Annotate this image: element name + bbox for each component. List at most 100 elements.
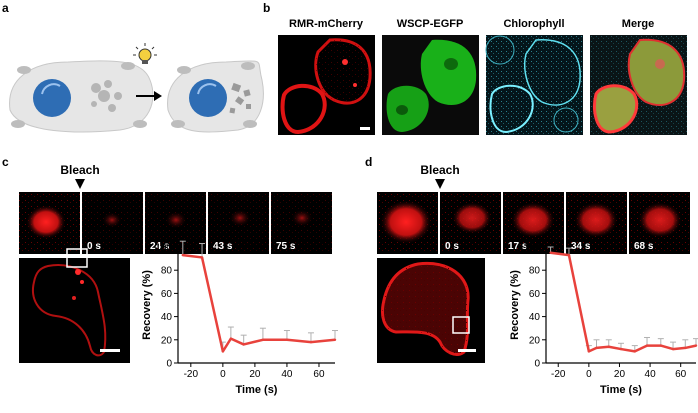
timepoint-label: 17 s	[508, 241, 528, 252]
image-egfp	[382, 35, 479, 135]
data-point	[607, 345, 610, 348]
timepoint-label: 75 s	[276, 241, 296, 252]
x-tick-label: 40	[281, 369, 293, 380]
y-tick-label: 80	[529, 266, 541, 277]
image-merge	[590, 35, 687, 135]
y-tick-label: 100	[523, 243, 540, 254]
data-point	[567, 253, 571, 257]
data-point	[645, 344, 649, 347]
data-point	[549, 251, 552, 254]
x-tick-label: 60	[313, 369, 325, 380]
frap-frame-c-2: 24 s	[145, 192, 206, 254]
bleach-label-d: Bleach	[420, 163, 459, 177]
frap-frame-c-3: 43 s	[208, 192, 269, 254]
frap-frame-d-3: 34 s	[566, 192, 627, 254]
timepoint-label: 68 s	[634, 241, 654, 252]
bleach-label-c: Bleach	[60, 163, 99, 177]
y-tick-label: 40	[161, 312, 173, 323]
data-point	[261, 338, 265, 341]
timepoint-label: 24 s	[150, 241, 170, 252]
roi-box	[452, 316, 470, 334]
y-axis-title: Recovery (%)	[141, 270, 153, 340]
timepoint-label: 0 s	[445, 241, 459, 252]
cell-cartoon-before	[9, 60, 154, 133]
recovery-line	[550, 251, 697, 353]
data-point	[659, 344, 662, 347]
frap-frame-d-2: 17 s	[503, 192, 564, 254]
data-point	[333, 338, 337, 341]
y-tick-label: 40	[529, 312, 541, 323]
frap-frame-d-4: 68 s	[629, 192, 690, 254]
y-axis-title: Recovery (%)	[509, 270, 521, 340]
x-tick-label: 0	[586, 369, 592, 380]
panel-label-c: c	[2, 155, 9, 169]
chloroplast-shape	[133, 120, 147, 128]
recovery-chart-d: 0 20 40 60 80 100 -20 0 20 40 60 Time (s) Recovery (…	[509, 243, 698, 396]
data-point	[694, 344, 698, 347]
scale-bar	[458, 349, 476, 352]
cell-overview-c	[19, 248, 130, 363]
image-mcherry	[278, 35, 375, 135]
x-tick-label: 40	[645, 369, 657, 380]
data-point	[229, 337, 233, 340]
x-tick-label: 0	[220, 369, 226, 380]
x-axis-title: Time (s)	[236, 384, 278, 396]
cell-cartoon-after	[167, 60, 264, 133]
timepoint-label: 0 s	[87, 241, 101, 252]
y-tick-label: 20	[161, 335, 173, 346]
frap-frame-c-4: 75 s	[271, 192, 332, 254]
data-point	[285, 338, 289, 341]
chloroplast-shape	[17, 66, 31, 74]
x-tick-label: -20	[551, 369, 566, 380]
y-tick-label: 60	[161, 289, 173, 300]
y-tick-label: 100	[155, 243, 172, 254]
arrow-right-icon	[136, 91, 162, 101]
y-tick-label: 60	[529, 289, 541, 300]
panel-label-a: a	[2, 1, 9, 15]
data-point	[221, 350, 225, 353]
chloroplast-shape	[11, 120, 25, 128]
chloroplast-shape	[243, 120, 257, 128]
panel-label-d: d	[365, 155, 372, 169]
frap-frame-c-1: 0 s	[82, 192, 143, 254]
nucleus-shape	[189, 79, 227, 117]
data-point	[633, 350, 636, 353]
timepoint-label: 43 s	[213, 241, 233, 252]
cell-overview-d	[377, 258, 485, 363]
data-point	[181, 253, 185, 257]
channel-title-mcherry: RMR-mCherry	[289, 18, 364, 30]
x-tick-label: 60	[675, 369, 687, 380]
recovery-line	[182, 253, 336, 353]
frap-frame-d-1: 0 s	[440, 192, 501, 254]
data-point	[671, 347, 675, 351]
x-tick-label: 20	[249, 369, 261, 380]
y-tick-label: 20	[529, 335, 541, 346]
frap-prebleach-c	[19, 192, 80, 254]
bleach-arrow-c	[75, 179, 85, 189]
recovery-chart-c: 0 20 40 60 80 100 -20 0 20 40 60 Time (s) Recovery (…	[141, 240, 338, 396]
chloroplast-shape	[171, 120, 185, 128]
data-point	[242, 343, 245, 346]
image-chlorophyll	[485, 35, 583, 135]
channel-title-merge: Merge	[622, 18, 654, 30]
y-tick-label: 0	[166, 359, 172, 370]
nucleus-shape	[33, 79, 71, 117]
panel-label-b: b	[263, 1, 270, 15]
roi-box	[66, 248, 88, 268]
data-point	[200, 256, 204, 259]
y-tick-label: 80	[161, 266, 173, 277]
data-point	[587, 350, 591, 353]
timepoint-label: 34 s	[571, 241, 591, 252]
y-tick-label: 0	[534, 359, 540, 370]
x-tick-label: -20	[184, 369, 199, 380]
data-point	[684, 346, 687, 350]
x-axis-title: Time (s)	[600, 384, 642, 396]
scale-bar	[100, 349, 120, 352]
chloroplast-shape	[241, 62, 255, 70]
x-tick-label: 20	[614, 369, 626, 380]
frap-prebleach-d	[377, 192, 438, 254]
data-point	[309, 340, 313, 344]
scale-bar	[360, 127, 370, 130]
data-point	[619, 347, 623, 351]
